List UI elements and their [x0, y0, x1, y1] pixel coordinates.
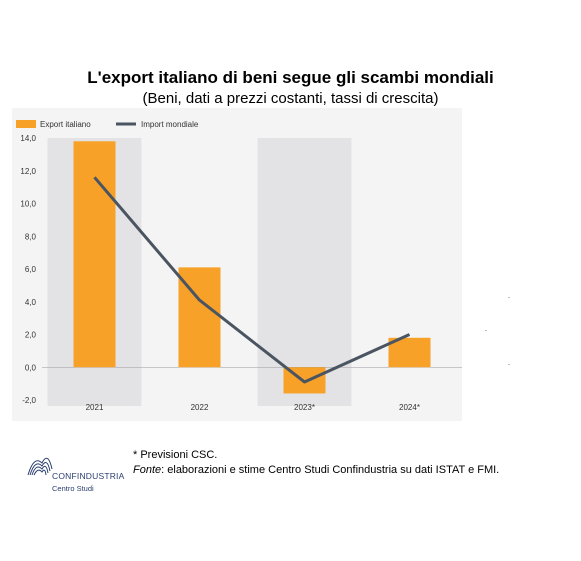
chart-subtitle: (Beni, dati a prezzi costanti, tassi di …: [142, 90, 439, 107]
y-tick-label: 14,0: [20, 134, 36, 143]
shaded-band: [257, 138, 352, 406]
footer-notes: * Previsioni CSC. Fonte: elaborazioni e …: [133, 448, 573, 478]
legend-label-import: Import mondiale: [141, 120, 199, 129]
y-tick-label: 10,0: [20, 200, 36, 209]
x-tick-label: 2023*: [294, 403, 315, 412]
bar-export-2024*: [388, 337, 431, 368]
forecast-note: * Previsioni CSC.: [133, 449, 218, 461]
growth-chart: 14,0 12,0 10,0 8,0 6,0 4,0 2,0 0,0 -2,0 2021 2022 2…: [12, 108, 462, 421]
logo-subtitle: Centro Studi: [52, 484, 94, 493]
x-tick-label: 2022: [191, 403, 209, 412]
source-text: : elaborazioni e stime Centro Studi Conf…: [161, 464, 500, 476]
x-tick-label: 2024*: [399, 403, 420, 412]
y-tick-label: -2,0: [22, 396, 36, 405]
y-tick-label: 6,0: [25, 265, 37, 274]
stray-mark: [508, 364, 510, 365]
logo-name: CONFINDUSTRIA: [52, 471, 125, 481]
stray-mark: [508, 297, 510, 298]
y-tick-label: 0,0: [25, 363, 37, 372]
chart-title: L'export italiano di beni segue gli scam…: [87, 68, 494, 87]
y-tick-label: 4,0: [25, 298, 37, 307]
x-tick-label: 2021: [86, 403, 104, 412]
legend-swatch-export: [16, 120, 36, 128]
confindustria-logo-icon: [27, 457, 53, 476]
legend-label-export: Export italiano: [40, 120, 91, 129]
y-tick-label: 12,0: [20, 167, 36, 176]
stray-mark: [485, 330, 487, 331]
source-label: Fonte: [133, 464, 162, 476]
source-note: Fonte: elaborazioni e stime Centro Studi…: [133, 463, 573, 478]
y-tick-label: 2,0: [25, 331, 37, 340]
y-tick-label: 8,0: [25, 232, 37, 241]
bar-export-2021: [73, 141, 116, 368]
line-import-mondiale: [93, 176, 411, 384]
